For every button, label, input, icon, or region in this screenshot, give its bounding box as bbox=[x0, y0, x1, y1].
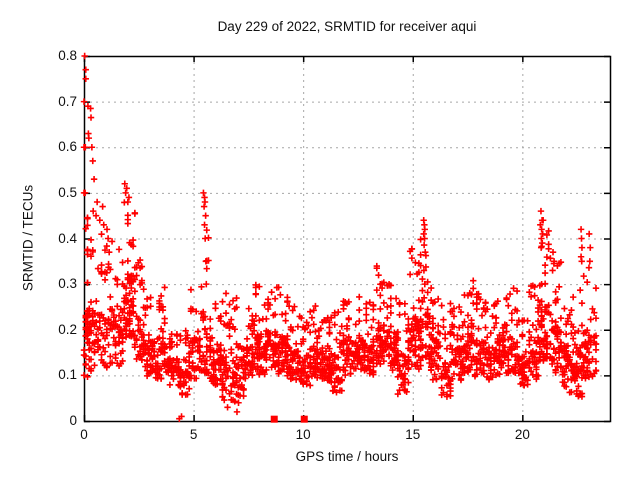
y-tick-label: 0.2 bbox=[58, 321, 77, 337]
x-tick-label: 15 bbox=[405, 427, 421, 442]
y-tick-label: 0.4 bbox=[58, 230, 77, 246]
x-tick-label: 20 bbox=[514, 427, 530, 442]
y-tick-label: 0.6 bbox=[58, 139, 77, 155]
y-tick-label: 0.5 bbox=[58, 184, 77, 200]
x-tick-label: 0 bbox=[80, 427, 88, 442]
y-tick-label: 0.1 bbox=[58, 367, 77, 383]
y-tick-label: 0.7 bbox=[58, 93, 77, 109]
x-tick-label: 10 bbox=[295, 427, 311, 442]
x-tick-label: 5 bbox=[189, 427, 198, 442]
chart-title: Day 229 of 2022, SRMTID for receiver aqu… bbox=[217, 19, 477, 34]
y-tick-label: 0.3 bbox=[58, 276, 77, 292]
x-axis-label: GPS time / hours bbox=[295, 449, 399, 464]
y-tick-label: 0 bbox=[69, 413, 77, 428]
y-tick-label: 0.8 bbox=[58, 48, 77, 63]
